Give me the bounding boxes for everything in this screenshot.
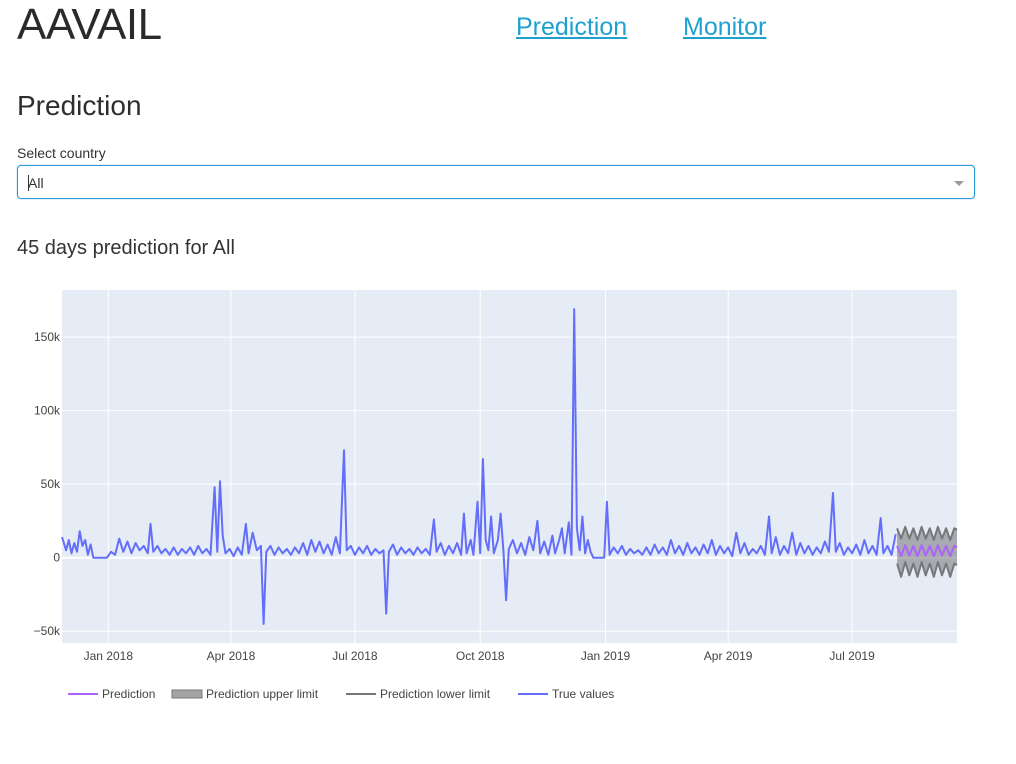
x-tick-label: Jul 2018: [332, 649, 378, 663]
nav-link-monitor[interactable]: Monitor: [683, 13, 767, 41]
prediction-lower-limit-line: [896, 561, 958, 578]
legend-label: Prediction lower limit: [380, 687, 491, 701]
y-tick-label: −50k: [34, 624, 61, 638]
legend-swatch: [171, 689, 203, 699]
y-tick-label: 150k: [34, 330, 61, 344]
prediction-chart[interactable]: −50k 0 50k 100k 150k Jan 2018 Apr 2018 Jul 201…: [0, 270, 1016, 720]
chevron-down-icon[interactable]: [954, 181, 964, 186]
legend-label: True values: [552, 687, 614, 701]
legend[interactable]: Prediction Prediction upper limit Predicti…: [68, 687, 614, 701]
legend-item[interactable]: True values: [518, 687, 614, 701]
legend-item[interactable]: Prediction: [68, 687, 155, 701]
x-tick-label: Jan 2019: [581, 649, 631, 663]
nav-link-prediction[interactable]: Prediction: [516, 13, 628, 41]
prediction-line: [896, 544, 958, 558]
x-tick-label: Oct 2018: [456, 649, 505, 663]
y-tick-label: 0: [53, 551, 60, 565]
y-axis: −50k 0 50k 100k 150k: [34, 330, 61, 638]
legend-label: Prediction: [102, 687, 155, 701]
x-tick-label: Apr 2019: [704, 649, 753, 663]
x-axis: Jan 2018 Apr 2018 Jul 2018 Oct 2018 Jan 2019…: [84, 649, 875, 663]
prediction-upper-limit-line: [896, 525, 958, 541]
true-values-line: [61, 308, 897, 625]
x-tick-label: Jan 2018: [84, 649, 134, 663]
page-title: Prediction: [17, 90, 142, 121]
plot-lines: [61, 308, 958, 625]
legend-item[interactable]: Prediction lower limit: [346, 687, 491, 701]
country-select[interactable]: All: [17, 165, 975, 199]
x-tick-label: Apr 2018: [207, 649, 256, 663]
legend-item[interactable]: Prediction upper limit: [171, 687, 319, 701]
legend-label: Prediction upper limit: [206, 687, 319, 701]
chart-heading: 45 days prediction for All: [17, 237, 235, 259]
plot-grid: [62, 290, 957, 643]
country-select-value[interactable]: All: [28, 175, 44, 191]
y-tick-label: 100k: [34, 404, 61, 418]
y-tick-label: 50k: [41, 477, 61, 491]
app-title: AAVAIL: [17, 0, 162, 49]
plot-background: [62, 290, 957, 643]
country-select-label: Select country: [17, 145, 106, 161]
text-caret: [28, 175, 29, 191]
x-tick-label: Jul 2019: [829, 649, 875, 663]
